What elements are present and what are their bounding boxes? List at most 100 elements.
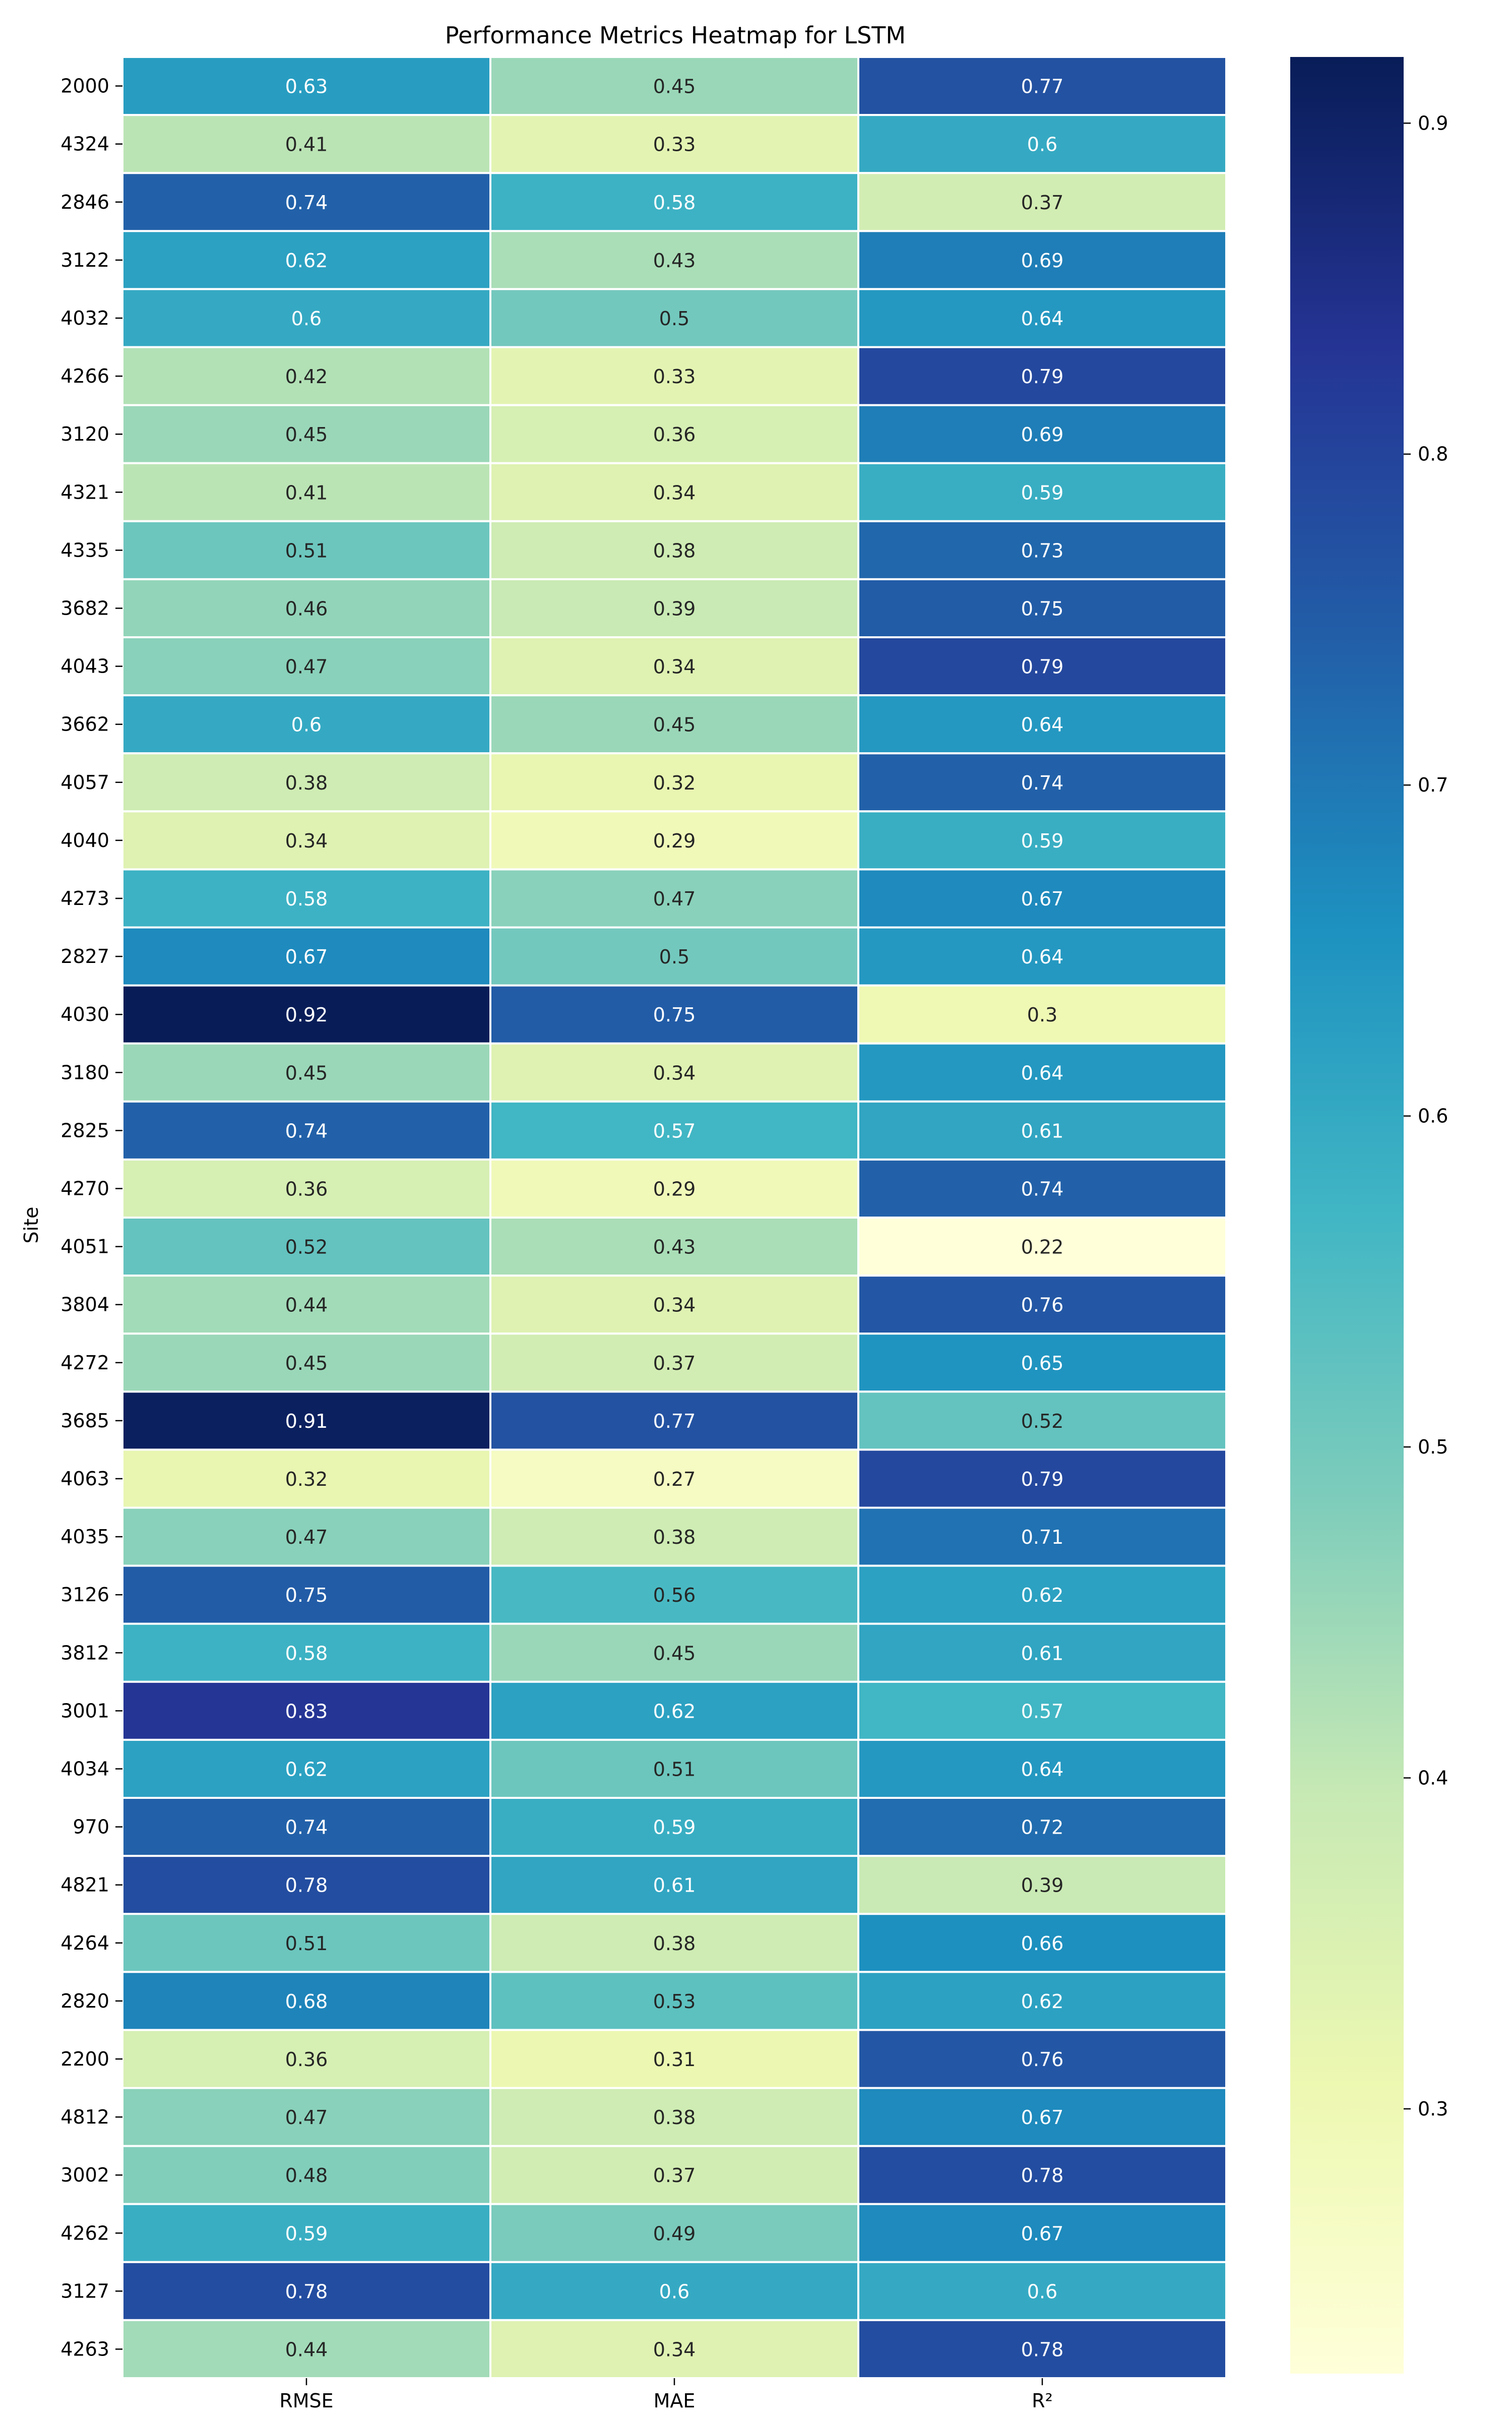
heatmap-cell [121,984,491,1045]
cell-value-label: 0.34 [285,830,328,852]
y-tick-label: 4057 [60,771,109,794]
heatmap-cell [489,984,859,1045]
cell-value-label: 0.74 [1021,1178,1064,1200]
cell-value-label: 0.38 [285,772,328,794]
cell-value-label: 0.78 [1021,2338,1064,2361]
y-tick-label: 2846 [60,191,109,213]
heatmap-cell [489,1042,859,1103]
heatmap-cells: 0.63 0.45 0.77 0.41 0.33 0.6 0.74 0.58 0.37 0.62 0… [121,56,1227,2379]
cell-value-label: 0.59 [285,2222,328,2245]
cell-value-label: 0.51 [285,539,328,562]
cell-value-label: 0.67 [1021,2106,1064,2129]
cell-value-label: 0.57 [653,1120,696,1142]
heatmap-cell [121,230,491,290]
cell-value-label: 0.79 [1021,366,1064,388]
heatmap-cell [857,1275,1227,1335]
heatmap-cell [489,2145,859,2205]
heatmap-cell [121,462,491,522]
heatmap-cell [121,578,491,639]
colorbar: 0.3 0.4 0.5 0.6 0.7 0.8 0.9 [1290,57,1448,2374]
y-tick-label: 4335 [60,539,109,561]
y-tick-label: 3682 [60,597,109,619]
y-tick-label: 4051 [60,1236,109,1258]
cell-value-label: 0.45 [653,714,696,736]
heatmap-cell [857,1042,1227,1103]
cell-value-label: 0.33 [653,134,696,156]
heatmap-cell [489,288,859,348]
heatmap-cell [857,1622,1227,1683]
heatmap-cell [857,1390,1227,1451]
cell-value-label: 0.46 [285,597,328,620]
heatmap-cell [857,2029,1227,2089]
cell-value-label: 0.44 [285,1294,328,1316]
heatmap-cell [121,2261,491,2321]
cell-value-label: 0.34 [653,1062,696,1084]
cell-value-label: 0.78 [285,2280,328,2303]
heatmap-cell [857,752,1227,813]
cell-value-label: 0.52 [1021,1410,1064,1432]
cell-value-label: 0.45 [285,424,328,446]
heatmap-cell [489,1913,859,1973]
cell-value-label: 0.36 [285,1178,328,1200]
heatmap-cell [857,1971,1227,2031]
y-tick-label: 2827 [60,945,109,967]
x-tick-label: RMSE [279,2390,333,2412]
heatmap-cell [857,520,1227,580]
y-tick-label: 3120 [60,423,109,445]
heatmap-cell [121,1448,491,1509]
cell-value-label: 0.59 [1021,481,1064,504]
cell-value-label: 0.3 [1027,1004,1057,1026]
cell-value-label: 0.43 [653,250,696,272]
heatmap-cell [489,578,859,639]
heatmap-cell [489,2029,859,2089]
cell-value-label: 0.78 [1021,2164,1064,2187]
cell-value-label: 0.37 [653,1352,696,1374]
cell-value-label: 0.34 [653,2338,696,2361]
y-tick-label: 4034 [60,1758,109,1780]
cell-value-label: 0.61 [1021,1642,1064,1664]
cell-value-label: 0.47 [285,2106,328,2129]
heatmap-cell [489,1448,859,1509]
cell-value-label: 0.44 [285,2338,328,2361]
y-tick-label: 3812 [60,1642,109,1664]
heatmap-cell [121,2203,491,2263]
y-tick-label: 4812 [60,2106,109,2128]
y-tick-label: 2000 [60,75,109,97]
cell-value-label: 0.22 [1021,1236,1064,1258]
heatmap-cell [857,868,1227,929]
cell-value-label: 0.47 [285,1526,328,1548]
cell-value-label: 0.33 [653,366,696,388]
cell-value-label: 0.62 [285,1758,328,1780]
heatmap-cell [489,2319,859,2379]
heatmap-cell [489,2087,859,2147]
cell-value-label: 0.51 [285,1932,328,1955]
heatmap-cell [121,868,491,929]
heatmap-cell [121,1390,491,1451]
heatmap-cell [857,1680,1227,1741]
heatmap-cell [489,1158,859,1219]
heatmap-cell [121,404,491,464]
y-tick-label: 2200 [60,2048,109,2070]
y-tick-label: 2820 [60,1990,109,2012]
heatmap-cell [121,1217,491,1277]
heatmap-cell [857,2087,1227,2147]
cell-value-label: 0.78 [285,1874,328,1897]
heatmap-cell [121,810,491,871]
cell-value-label: 0.74 [1021,772,1064,794]
y-axis-ticks: 2000 4324 2846 3122 4032 4266 3120 4321 4335 3682… [60,75,122,2360]
cell-value-label: 0.67 [1021,888,1064,910]
y-tick-label: 2825 [60,1119,109,1141]
y-tick-label: 4264 [60,1932,109,1954]
y-tick-label: 4821 [60,1874,109,1896]
cell-value-label: 0.64 [1021,308,1064,330]
heatmap-cell [857,2203,1227,2263]
cell-value-label: 0.57 [1021,1700,1064,1722]
y-tick-label: 4032 [60,307,109,329]
heatmap-cell [489,1855,859,1915]
heatmap-cell [489,462,859,522]
cell-value-label: 0.6 [291,308,322,330]
heatmap-cell [121,2319,491,2379]
cell-value-label: 0.61 [1021,1120,1064,1142]
cell-value-label: 0.67 [1021,2222,1064,2245]
cell-value-label: 0.56 [653,1584,696,1606]
